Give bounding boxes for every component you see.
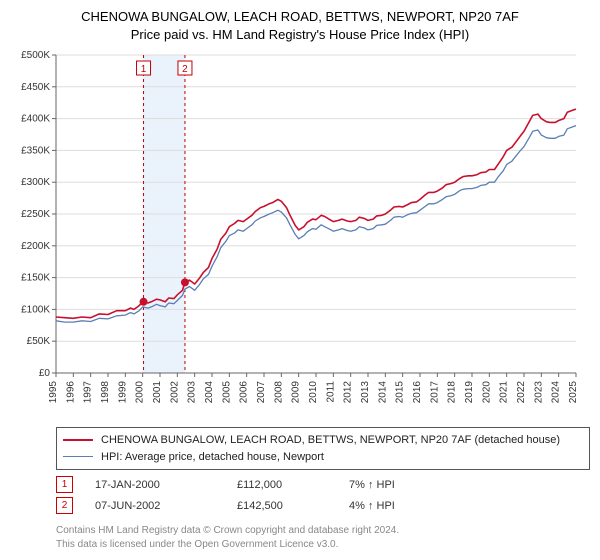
svg-text:2005: 2005: [221, 381, 232, 404]
legend-swatch: [63, 456, 93, 457]
chart-container: CHENOWA BUNGALOW, LEACH ROAD, BETTWS, NE…: [0, 0, 600, 557]
svg-text:2025: 2025: [568, 381, 579, 404]
svg-text:2015: 2015: [395, 381, 406, 404]
svg-text:1: 1: [141, 64, 147, 75]
svg-text:2014: 2014: [377, 381, 388, 404]
sale-price: £112,000: [237, 479, 327, 491]
svg-text:2022: 2022: [516, 381, 527, 404]
legend-swatch: [63, 439, 93, 441]
svg-text:£500K: £500K: [21, 50, 50, 61]
svg-text:2013: 2013: [360, 381, 371, 404]
svg-text:2017: 2017: [429, 381, 440, 404]
sale-hpi: 4% ↑ HPI: [349, 500, 395, 512]
svg-text:£150K: £150K: [21, 273, 50, 284]
svg-text:2008: 2008: [273, 381, 284, 404]
svg-text:£250K: £250K: [21, 209, 50, 220]
footnote-line: This data is licensed under the Open Gov…: [56, 538, 590, 552]
sale-price: £142,500: [237, 500, 327, 512]
svg-text:£50K: £50K: [27, 336, 51, 347]
svg-text:2023: 2023: [533, 381, 544, 404]
line-chart-svg: £0 £50K £100K £150K £200K £250K £300K £350K £400…: [10, 49, 590, 419]
svg-text:2002: 2002: [169, 381, 180, 404]
svg-text:2: 2: [182, 64, 188, 75]
table-row: 1 17-JAN-2000 £112,000 7% ↑ HPI: [56, 476, 590, 493]
chart-title: CHENOWA BUNGALOW, LEACH ROAD, BETTWS, NE…: [10, 8, 590, 43]
svg-text:£350K: £350K: [21, 145, 50, 156]
svg-text:1996: 1996: [65, 381, 76, 404]
svg-text:£300K: £300K: [21, 177, 50, 188]
svg-text:£100K: £100K: [21, 304, 50, 315]
svg-text:£0: £0: [39, 368, 51, 379]
svg-text:2004: 2004: [204, 381, 215, 404]
svg-text:2001: 2001: [152, 381, 163, 404]
svg-text:1997: 1997: [83, 381, 94, 404]
table-row: 2 07-JUN-2002 £142,500 4% ↑ HPI: [56, 497, 590, 514]
svg-text:2010: 2010: [308, 381, 319, 404]
sale-date: 07-JUN-2002: [95, 500, 215, 512]
sales-table: 1 17-JAN-2000 £112,000 7% ↑ HPI 2 07-JUN…: [56, 476, 590, 514]
legend-label: CHENOWA BUNGALOW, LEACH ROAD, BETTWS, NE…: [101, 432, 560, 449]
sale-date: 17-JAN-2000: [95, 479, 215, 491]
svg-text:£450K: £450K: [21, 82, 50, 93]
legend: CHENOWA BUNGALOW, LEACH ROAD, BETTWS, NE…: [56, 427, 590, 470]
svg-text:2019: 2019: [464, 381, 475, 404]
sale-badge: 2: [56, 497, 73, 514]
chart-area: £0 £50K £100K £150K £200K £250K £300K £350K £400…: [10, 49, 590, 419]
svg-text:£200K: £200K: [21, 241, 50, 252]
svg-text:2007: 2007: [256, 381, 267, 404]
svg-text:1998: 1998: [100, 381, 111, 404]
svg-text:2021: 2021: [499, 381, 510, 404]
legend-row-hpi: HPI: Average price, detached house, Newp…: [63, 449, 583, 466]
svg-text:1999: 1999: [117, 381, 128, 404]
svg-text:2020: 2020: [481, 381, 492, 404]
legend-label: HPI: Average price, detached house, Newp…: [101, 449, 324, 466]
sale-badge: 1: [56, 476, 73, 493]
svg-text:2011: 2011: [325, 381, 336, 403]
svg-text:2016: 2016: [412, 381, 423, 404]
svg-text:2012: 2012: [343, 381, 354, 404]
sale-hpi: 7% ↑ HPI: [349, 479, 395, 491]
svg-text:2009: 2009: [291, 381, 302, 404]
title-line1: CHENOWA BUNGALOW, LEACH ROAD, BETTWS, NE…: [10, 8, 590, 26]
svg-text:2000: 2000: [135, 381, 146, 404]
footnote: Contains HM Land Registry data © Crown c…: [56, 524, 590, 551]
legend-row-price-paid: CHENOWA BUNGALOW, LEACH ROAD, BETTWS, NE…: [63, 432, 583, 449]
svg-text:£400K: £400K: [21, 114, 50, 125]
svg-text:2024: 2024: [551, 381, 562, 404]
svg-text:2003: 2003: [187, 381, 198, 404]
svg-text:1995: 1995: [48, 381, 59, 404]
footnote-line: Contains HM Land Registry data © Crown c…: [56, 524, 590, 538]
title-line2: Price paid vs. HM Land Registry's House …: [10, 26, 590, 44]
svg-text:2018: 2018: [447, 381, 458, 404]
svg-text:2006: 2006: [239, 381, 250, 404]
